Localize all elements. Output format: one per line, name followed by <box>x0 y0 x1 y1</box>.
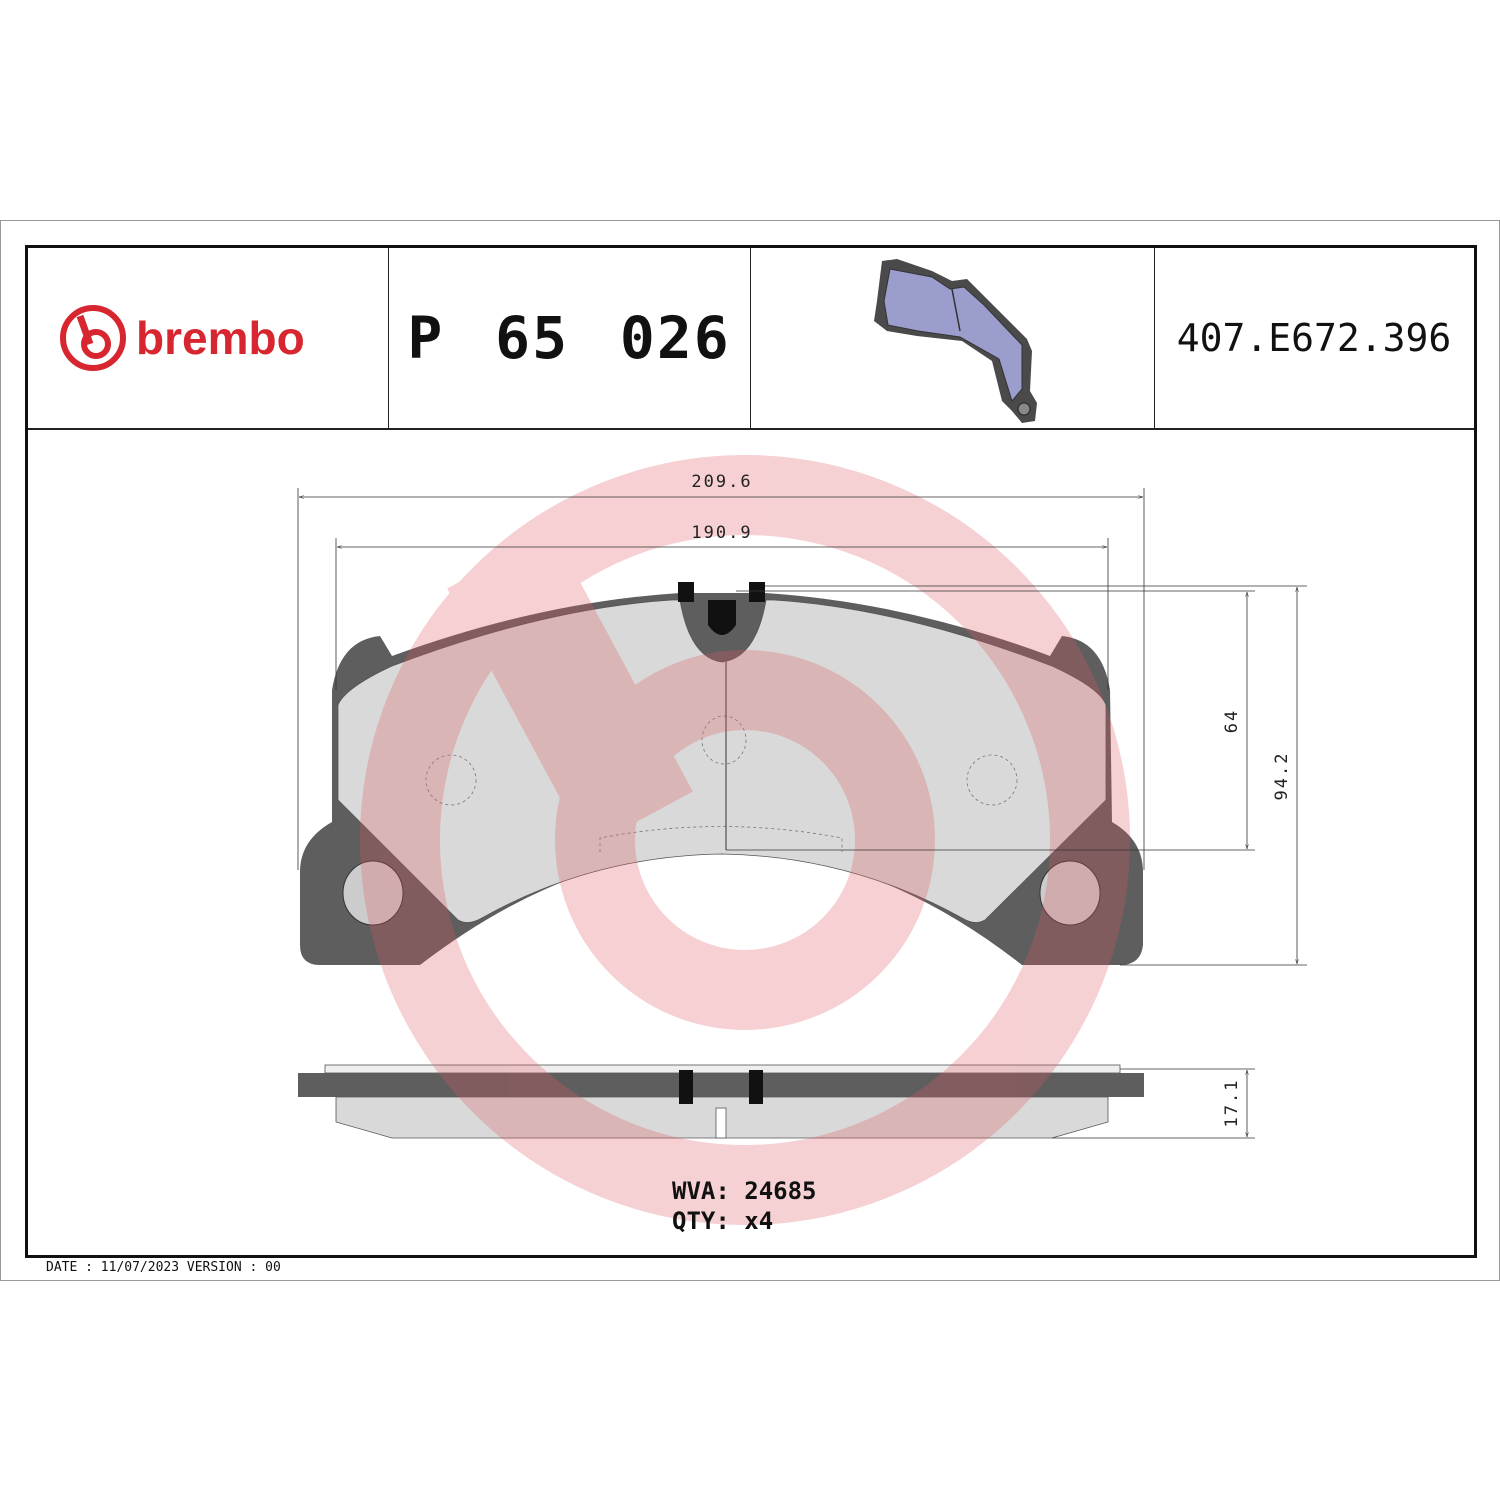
thumbnail-cell <box>750 248 1155 428</box>
mounting-hole-right <box>1039 860 1101 926</box>
brembo-logo: brembo <box>60 305 305 371</box>
reference-cell: 407.E672.396 <box>1154 248 1474 428</box>
brembo-logo-ring-icon <box>60 305 126 371</box>
reference-number: 407.E672.396 <box>1176 316 1452 360</box>
dim-friction-height: 64 <box>1222 709 1242 733</box>
clip-left <box>678 582 694 602</box>
header-divider <box>28 428 1474 430</box>
friction-material <box>337 599 1107 923</box>
clip-right <box>749 582 765 602</box>
dim-thickness: 17.1 <box>1222 1079 1242 1128</box>
wear-sensor-slot <box>708 600 736 635</box>
mounting-hole-left <box>342 860 404 926</box>
wva-value: 24685 <box>744 1177 817 1205</box>
qty-value: x4 <box>744 1207 774 1235</box>
brand-cell: brembo <box>28 248 389 428</box>
pad-front-view <box>300 582 1143 965</box>
footer-date-version: DATE : 11/07/2023 VERSION : 00 <box>46 1260 281 1275</box>
dim-overall-height: 94.2 <box>1272 752 1292 801</box>
part-number-cell: P 65 026 <box>388 248 751 428</box>
dimension-lines <box>297 488 1307 1139</box>
part-number: P 65 026 <box>407 304 731 372</box>
pad-thumbnail <box>874 258 1037 423</box>
qty-label: QTY: <box>672 1207 730 1235</box>
brand-wordmark: brembo <box>136 312 305 364</box>
pad-side-view <box>298 1064 1144 1139</box>
brembo-watermark <box>360 455 1130 1225</box>
title-frame: brembo P 65 026 407.E672.396 <box>25 245 1477 1258</box>
part-info: WVA: 24685 QTY: x4 <box>672 1176 817 1236</box>
dim-friction-width: 190.9 <box>691 523 752 543</box>
wva-label: WVA: <box>672 1177 730 1205</box>
dim-overall-width: 209.6 <box>691 472 752 492</box>
